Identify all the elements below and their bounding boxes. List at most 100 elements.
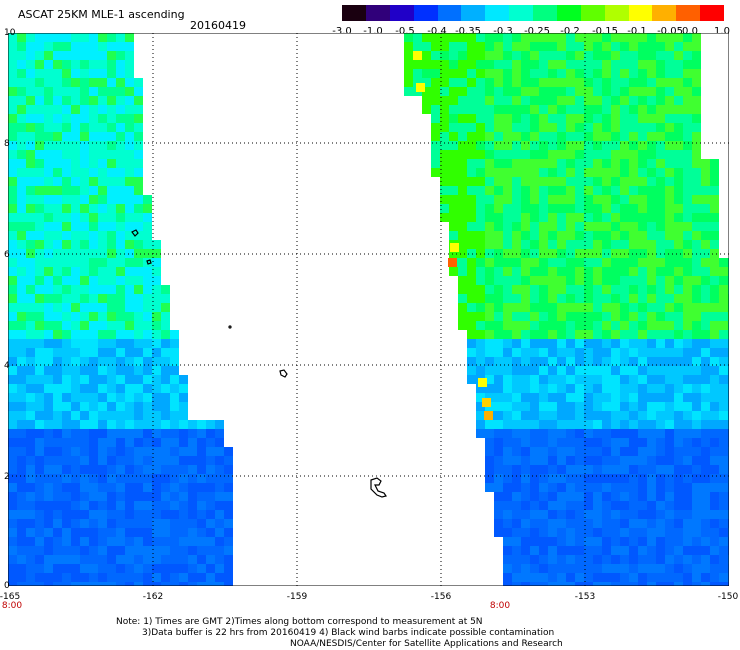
swath-cell	[638, 222, 647, 231]
swath-cell	[485, 159, 494, 168]
swath-cell	[152, 438, 161, 447]
swath-cell	[512, 42, 521, 51]
swath-cell	[584, 555, 593, 564]
swath-cell	[80, 105, 89, 114]
swath-cell	[125, 375, 134, 384]
swath-cell	[620, 447, 629, 456]
swath-cell	[71, 501, 80, 510]
swath-cell	[107, 141, 116, 150]
swath-cell	[107, 537, 116, 546]
swath-cell	[44, 96, 53, 105]
swath-cell	[683, 555, 692, 564]
swath-cell	[152, 483, 161, 492]
swath-cell	[683, 501, 692, 510]
swath-cell	[629, 114, 638, 123]
swath-cell	[638, 123, 647, 132]
swath-cell	[125, 420, 134, 429]
swath-cell	[71, 357, 80, 366]
swath-cell	[692, 51, 701, 60]
swath-cell	[584, 564, 593, 573]
swath-cell	[107, 339, 116, 348]
swath-cell	[152, 348, 161, 357]
swath-cell	[134, 420, 143, 429]
swath-cell	[71, 222, 80, 231]
swath-cell	[467, 348, 476, 357]
swath-cell	[134, 96, 143, 105]
swath-cell	[674, 141, 683, 150]
swath-cell	[683, 114, 692, 123]
swath-cell	[44, 87, 53, 96]
swath-cell	[485, 60, 494, 69]
swath-cell	[503, 312, 512, 321]
swath-cell	[629, 384, 638, 393]
swath-cell	[107, 483, 116, 492]
swath-cell	[503, 195, 512, 204]
swath-cell	[134, 114, 143, 123]
swath-cell	[8, 474, 17, 483]
swath-cell	[188, 447, 197, 456]
swath-cell	[458, 150, 467, 159]
swath-cell	[602, 69, 611, 78]
swath-cell	[26, 141, 35, 150]
swath-cell	[566, 474, 575, 483]
swath-cell	[71, 42, 80, 51]
swath-cell	[692, 276, 701, 285]
swath-cell	[503, 258, 512, 267]
swath-cell	[125, 105, 134, 114]
swath-cell	[656, 492, 665, 501]
swath-cell	[656, 33, 665, 42]
swath-cell	[539, 42, 548, 51]
x-axis-label: -165	[0, 592, 21, 602]
swath-cell	[62, 564, 71, 573]
swath-cell	[44, 366, 53, 375]
swath-cell	[503, 501, 512, 510]
swath-cell	[575, 546, 584, 555]
swath-cell	[539, 474, 548, 483]
swath-cell	[692, 492, 701, 501]
swath-cell	[404, 42, 413, 51]
swath-cell	[107, 123, 116, 132]
swath-cell	[494, 474, 503, 483]
swath-cell	[674, 330, 683, 339]
swath-cell	[44, 447, 53, 456]
swath-cell	[701, 213, 710, 222]
swath-cell	[566, 564, 575, 573]
swath-cell	[89, 132, 98, 141]
swath-cell	[17, 132, 26, 141]
swath-cell	[557, 465, 566, 474]
swath-cell	[485, 465, 494, 474]
swath-cell	[80, 159, 89, 168]
swath-cell	[539, 33, 548, 42]
swath-cell	[71, 33, 80, 42]
swath-cell	[116, 456, 125, 465]
swath-cell	[521, 204, 530, 213]
swath-cell	[107, 204, 116, 213]
swath-cell	[548, 132, 557, 141]
swath-cell	[26, 519, 35, 528]
swath-cell	[224, 564, 233, 573]
swath-cell	[44, 483, 53, 492]
swath-cell	[44, 519, 53, 528]
swath-cell	[80, 33, 89, 42]
swath-cell	[53, 582, 62, 586]
swath-cell	[674, 123, 683, 132]
swath-cell	[431, 114, 440, 123]
swath-cell	[458, 60, 467, 69]
swath-cell	[197, 573, 206, 582]
swath-cell	[188, 429, 197, 438]
swath-cell	[53, 366, 62, 375]
swath-cell	[656, 528, 665, 537]
swath-cell	[602, 420, 611, 429]
swath-cell	[494, 501, 503, 510]
swath-cell	[116, 330, 125, 339]
swath-cell	[62, 438, 71, 447]
swath-cell	[26, 303, 35, 312]
swath-cell	[701, 420, 710, 429]
swath-cell	[557, 303, 566, 312]
swath-cell	[620, 213, 629, 222]
swath-cell	[512, 96, 521, 105]
swath-cell	[521, 564, 530, 573]
swath-cell	[683, 312, 692, 321]
swath-cell	[602, 483, 611, 492]
swath-cell	[557, 222, 566, 231]
